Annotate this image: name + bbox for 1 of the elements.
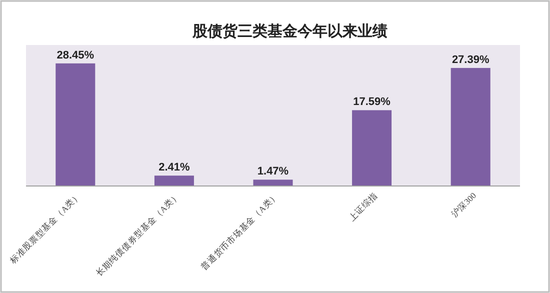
title: 股债货三类基金今年以来业绩 (192, 24, 388, 40)
